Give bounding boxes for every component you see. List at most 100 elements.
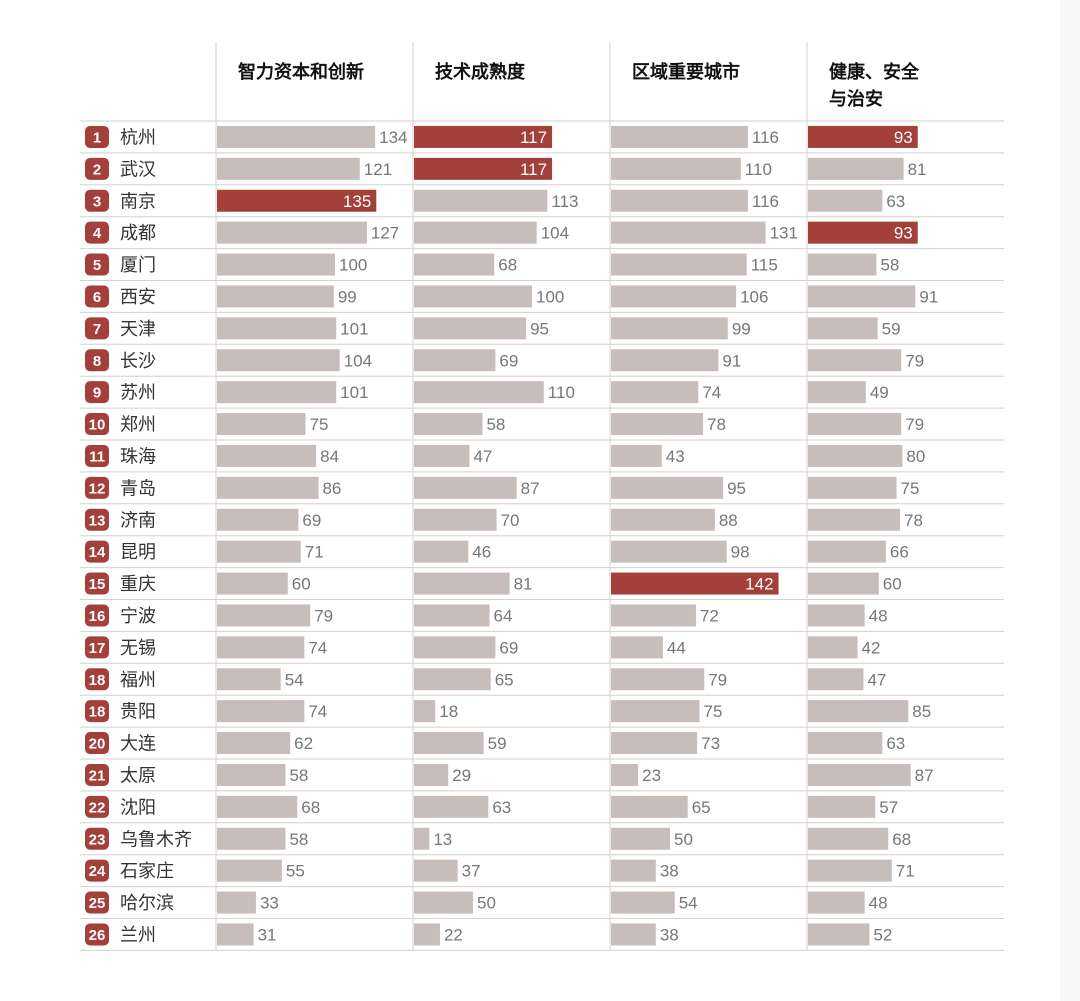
data-bar [611,221,766,244]
data-label: 57 [879,798,898,817]
data-bar [611,508,715,531]
data-bar [414,476,517,499]
data-label: 99 [338,287,357,306]
data-bar [611,795,688,818]
rank-number: 20 [89,736,106,753]
data-label: 81 [908,160,927,179]
data-bar [808,253,877,276]
data-label: 58 [289,830,308,849]
data-label: 98 [731,543,750,562]
data-bar [808,508,901,531]
rank-number: 10 [89,417,106,434]
data-bar [808,476,897,499]
data-bar [217,476,319,499]
data-bar [808,604,865,627]
data-label: 48 [869,894,888,913]
data-label: 127 [371,224,399,243]
rank-badge [85,604,109,627]
city-name: 福州 [120,670,156,690]
data-bar [611,732,698,755]
city-name: 乌鲁木齐 [120,829,192,849]
data-label: 79 [708,670,727,689]
data-bar [217,413,306,436]
city-name: 南京 [120,191,156,211]
city-name: 沈阳 [120,797,156,817]
data-label: 87 [915,766,934,785]
data-bar [808,189,883,212]
data-label: 69 [499,638,518,657]
city-name: 杭州 [120,127,156,147]
data-label: 29 [452,766,471,785]
city-name: 哈尔滨 [120,893,174,913]
data-label: 54 [285,670,304,689]
data-label: 74 [308,638,327,657]
rank-badge [85,795,109,818]
data-bar [611,827,670,850]
city-name: 郑州 [120,415,156,435]
data-label: 95 [727,479,746,498]
rank-badge [85,923,109,946]
rank-number: 1 [93,129,101,146]
data-label: 84 [320,447,339,466]
data-label: 48 [869,606,888,625]
data-bar [611,636,663,659]
data-label: 55 [286,862,305,881]
data-label: 52 [873,925,892,944]
data-label: 78 [904,511,923,530]
data-label: 65 [692,798,711,817]
data-label: 64 [494,606,513,625]
data-label: 68 [498,256,517,275]
data-bar [414,508,497,531]
data-bar [414,221,537,244]
data-bar [217,444,317,467]
data-bar [217,125,376,148]
data-label: 69 [499,351,518,370]
data-bar [808,668,864,691]
data-bar [414,859,458,882]
data-bar [808,827,889,850]
data-label: 104 [541,224,569,243]
city-name: 长沙 [120,351,156,371]
rank-number: 2 [93,161,101,178]
data-label: 68 [301,798,320,817]
data-label: 47 [473,447,492,466]
data-label: 13 [433,830,452,849]
city-name: 无锡 [120,638,156,658]
data-bar [808,125,918,148]
city-name: 珠海 [120,446,156,466]
rank-badge [85,668,109,691]
data-label: 75 [901,479,920,498]
data-label: 63 [886,734,905,753]
city-name: 成都 [120,223,156,243]
data-bar [414,604,490,627]
data-bar [414,413,483,436]
data-bar [611,125,748,148]
data-bar [808,540,886,563]
city-name: 青岛 [120,478,156,498]
data-label: 47 [867,670,886,689]
data-bar [414,285,532,308]
data-label: 135 [343,192,371,211]
city-name: 西安 [120,287,156,307]
data-bar [217,572,288,595]
data-label: 59 [882,319,901,338]
data-label: 22 [444,925,463,944]
data-label: 85 [912,702,931,721]
rank-number: 7 [93,321,101,338]
data-bar [414,923,440,946]
data-label: 80 [906,447,925,466]
city-name: 天津 [120,319,156,339]
data-bar [217,923,254,946]
data-bar [808,157,904,180]
rank-number: 13 [89,512,106,529]
data-label: 117 [520,128,547,147]
data-label: 58 [289,766,308,785]
data-label: 71 [896,862,915,881]
data-bar [611,540,727,563]
data-label: 42 [862,638,881,657]
city-name: 石家庄 [120,861,174,881]
rank-badge [85,125,109,148]
column-title: 技术成熟度 [435,61,526,82]
data-bar [414,349,496,372]
data-bar [611,891,675,914]
